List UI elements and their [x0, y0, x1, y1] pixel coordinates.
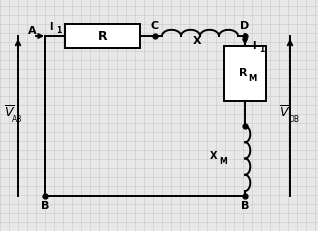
Text: 1: 1 — [259, 45, 264, 54]
Text: M: M — [248, 74, 256, 83]
Text: DB: DB — [288, 115, 299, 123]
Text: A: A — [28, 26, 36, 36]
Text: I: I — [252, 41, 255, 51]
Text: AB: AB — [12, 115, 22, 123]
Bar — [224, 47, 266, 102]
Text: M: M — [219, 156, 227, 165]
Text: 1: 1 — [56, 26, 61, 35]
Text: C: C — [151, 21, 159, 31]
Text: B: B — [241, 200, 249, 210]
Bar — [65, 25, 140, 49]
Text: R: R — [98, 30, 107, 43]
Text: B: B — [41, 200, 49, 210]
Text: X: X — [210, 150, 218, 160]
Text: R: R — [239, 68, 247, 78]
Text: $\overline{V}$: $\overline{V}$ — [4, 104, 15, 119]
Text: $\overline{V}$: $\overline{V}$ — [279, 104, 290, 119]
Text: X: X — [193, 36, 201, 46]
Text: D: D — [240, 21, 250, 31]
Text: I: I — [49, 22, 52, 32]
